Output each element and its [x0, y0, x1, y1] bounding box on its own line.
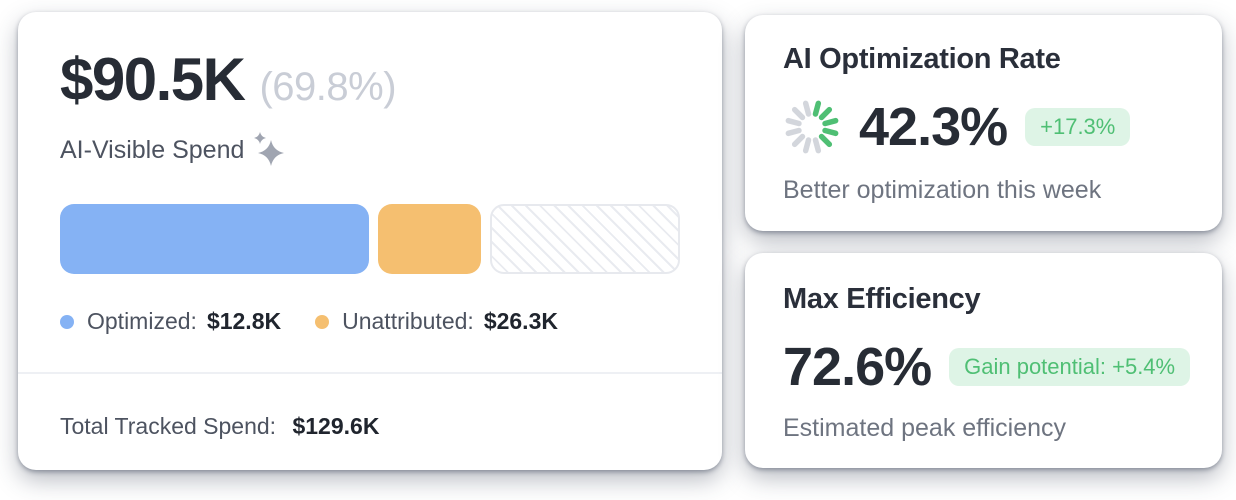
spend-legend: Optimized: $12.8K Unattributed: $26.3K	[60, 308, 680, 336]
max-efficiency-card: Max Efficiency 72.6% Gain potential: +5.…	[745, 253, 1222, 468]
optimization-caption: Better optimization this week	[783, 176, 1102, 204]
optimized-label: Optimized:	[87, 308, 197, 334]
total-tracked-spend: Total Tracked Spend: $129.6K	[60, 413, 680, 441]
spend-breakdown-bar	[60, 204, 680, 274]
total-tracked-spend-label: Total Tracked Spend:	[60, 412, 277, 439]
progress-spinner-icon	[783, 98, 841, 156]
divider	[18, 371, 722, 374]
unattributed-value: $26.3K	[483, 308, 558, 334]
efficiency-caption: Estimated peak efficiency	[783, 414, 1067, 442]
optimization-value-row: 42.3% +17.3%	[783, 98, 1184, 156]
total-tracked-spend-value: $129.6K	[292, 412, 380, 439]
optimized-dot-icon	[60, 314, 74, 329]
optimization-rate-value: 42.3%	[859, 97, 1008, 157]
sparkles-icon	[253, 131, 285, 168]
spend-percent: (69.8%)	[259, 65, 397, 109]
spend-headline: $90.5K (69.8%)	[60, 50, 680, 110]
ai-optimization-rate-card: AI Optimization Rate 42.3% +17.3% Better…	[745, 15, 1222, 231]
optimization-card-title: AI Optimization Rate	[783, 43, 1061, 75]
gain-potential-badge: Gain potential: +5.4%	[949, 347, 1191, 387]
bar-segment-optimized	[60, 204, 369, 274]
spend-label: AI-Visible Spend	[60, 135, 245, 164]
optimization-delta-badge: +17.3%	[1025, 107, 1131, 147]
efficiency-value-row: 72.6% Gain potential: +5.4%	[783, 337, 1191, 397]
legend-item-optimized: Optimized: $12.8K	[60, 308, 281, 336]
efficiency-card-title: Max Efficiency	[783, 283, 981, 315]
spend-subtitle: AI-Visible Spend	[60, 131, 680, 168]
spend-value: $90.5K	[60, 46, 246, 113]
max-efficiency-value: 72.6%	[783, 337, 932, 397]
unattributed-dot-icon	[315, 314, 330, 329]
bar-segment-untracked	[489, 204, 680, 274]
legend-item-unattributed: Unattributed: $26.3K	[315, 308, 558, 336]
ai-visible-spend-card: $90.5K (69.8%) AI-Visible Spend Optimize…	[18, 12, 722, 470]
unattributed-label: Unattributed:	[342, 308, 474, 334]
optimized-value: $12.8K	[206, 308, 282, 334]
bar-segment-unattributed	[377, 204, 481, 274]
